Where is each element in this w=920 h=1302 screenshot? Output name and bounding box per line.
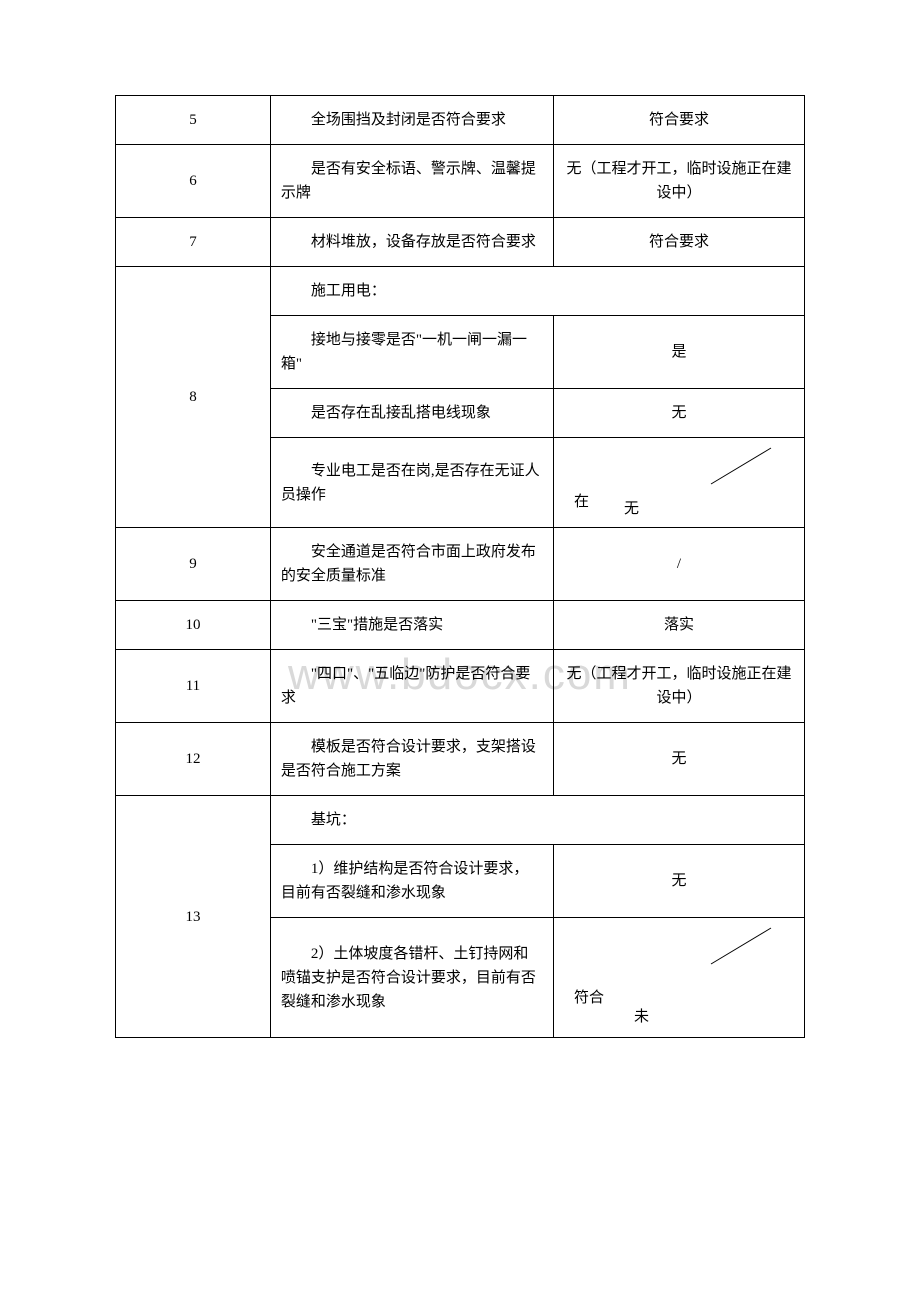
table-row: 10 "三宝"措施是否落实 落实 [116, 601, 805, 650]
table-row: 6 是否有安全标语、警示牌、温馨提示牌 无（工程才开工，临时设施正在建设中） [116, 145, 805, 218]
row-result-split: 在 无 [553, 438, 804, 528]
row-result: 是 [553, 316, 804, 389]
row-result: 符合要求 [553, 96, 804, 145]
section-header: 施工用电： [270, 267, 804, 316]
row-description: 材料堆放，设备存放是否符合要求 [270, 218, 553, 267]
split-result-top: 符合 [574, 986, 604, 1010]
split-result-top: 在 [574, 490, 589, 514]
row-description: 专业电工是否在岗,是否存在无证人员操作 [270, 438, 553, 528]
row-result: 无（工程才开工，临时设施正在建设中） [553, 650, 804, 723]
row-description: 安全通道是否符合市面上政府发布的安全质量标准 [270, 528, 553, 601]
row-description: "三宝"措施是否落实 [270, 601, 553, 650]
table-row: 5 全场围挡及封闭是否符合要求 符合要求 [116, 96, 805, 145]
split-result-bottom: 无 [624, 497, 639, 521]
row-number: 9 [116, 528, 271, 601]
row-description: 模板是否符合设计要求，支架搭设是否符合施工方案 [270, 723, 553, 796]
row-result: 符合要求 [553, 218, 804, 267]
row-description: 是否有安全标语、警示牌、温馨提示牌 [270, 145, 553, 218]
split-result-bottom: 未 [634, 1005, 649, 1029]
row-description: 全场围挡及封闭是否符合要求 [270, 96, 553, 145]
table-row: 9 安全通道是否符合市面上政府发布的安全质量标准 / [116, 528, 805, 601]
diagonal-line-icon [706, 446, 776, 486]
row-number: 7 [116, 218, 271, 267]
row-number: 10 [116, 601, 271, 650]
row-description: 接地与接零是否"一机一闸一漏一箱" [270, 316, 553, 389]
row-description: "四口"、"五临边"防护是否符合要求 [270, 650, 553, 723]
row-description: 2）土体坡度各错杆、土钉持网和喷锚支护是否符合设计要求，目前有否裂缝和渗水现象 [270, 918, 553, 1038]
row-description: 是否存在乱接乱搭电线现象 [270, 389, 553, 438]
table-row: 8 施工用电： [116, 267, 805, 316]
inspection-table: 5 全场围挡及封闭是否符合要求 符合要求 6 是否有安全标语、警示牌、温馨提示牌… [115, 95, 805, 1038]
section-header: 基坑： [270, 796, 804, 845]
row-description: 1）维护结构是否符合设计要求，目前有否裂缝和渗水现象 [270, 845, 553, 918]
row-number: 8 [116, 267, 271, 528]
row-result: 无（工程才开工，临时设施正在建设中） [553, 145, 804, 218]
row-result: 落实 [553, 601, 804, 650]
row-result: / [553, 528, 804, 601]
row-number: 13 [116, 796, 271, 1038]
row-number: 11 [116, 650, 271, 723]
table-row: 13 基坑： [116, 796, 805, 845]
row-result: 无 [553, 389, 804, 438]
row-result-split: 符合 未 [553, 918, 804, 1038]
row-result: 无 [553, 723, 804, 796]
table-row: 12 模板是否符合设计要求，支架搭设是否符合施工方案 无 [116, 723, 805, 796]
row-number: 12 [116, 723, 271, 796]
row-number: 5 [116, 96, 271, 145]
row-result: 无 [553, 845, 804, 918]
diagonal-line-icon [706, 926, 776, 966]
table-row: 7 材料堆放，设备存放是否符合要求 符合要求 [116, 218, 805, 267]
table-row: 11 "四口"、"五临边"防护是否符合要求 无（工程才开工，临时设施正在建设中） [116, 650, 805, 723]
row-number: 6 [116, 145, 271, 218]
